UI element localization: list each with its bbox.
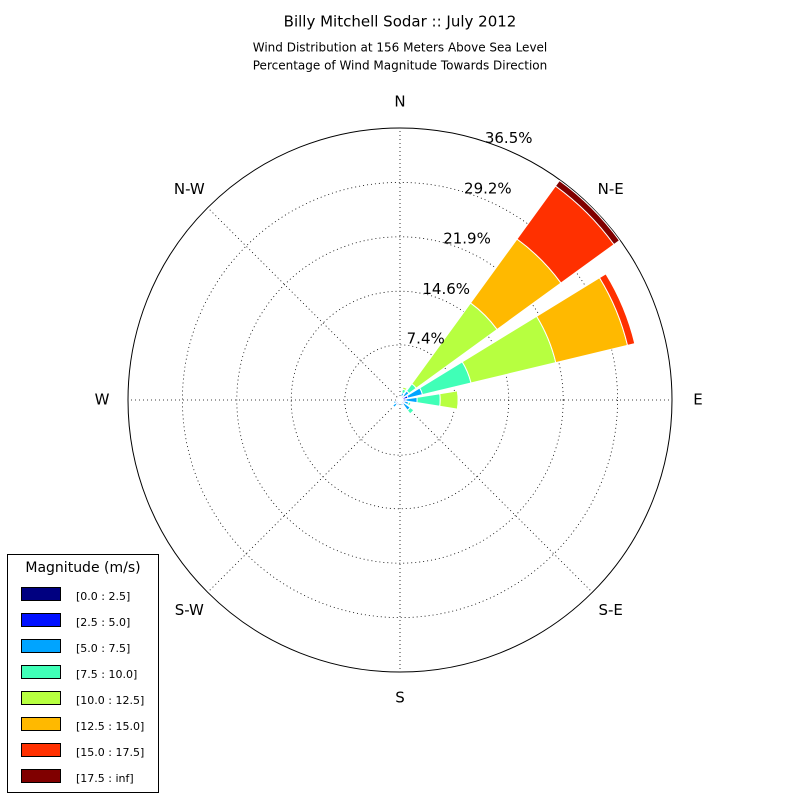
wedge xyxy=(406,406,415,415)
legend-label: [17.5 : inf] xyxy=(76,772,134,785)
legend-swatch xyxy=(21,769,61,783)
r-tick-label: 7.4% xyxy=(407,329,445,347)
legend-swatch xyxy=(21,639,61,653)
spoke xyxy=(399,399,593,593)
wedge xyxy=(406,401,412,407)
direction-label: S-W xyxy=(175,601,204,619)
legend-label: [0.0 : 2.5] xyxy=(76,590,130,603)
wedge xyxy=(392,402,398,408)
r-tick-label: 29.2% xyxy=(464,179,512,197)
direction-label: N-W xyxy=(174,180,205,198)
legend-swatch xyxy=(21,613,61,627)
r-tick-label: 14.6% xyxy=(422,280,470,298)
legend-label: [2.5 : 5.0] xyxy=(76,616,130,629)
wedge xyxy=(439,390,459,410)
chart-subtitle: Wind Distribution at 156 Meters Above Se… xyxy=(253,41,548,55)
r-tick-label: 36.5% xyxy=(485,129,533,147)
direction-label: W xyxy=(95,391,110,409)
legend-label: [12.5 : 15.0] xyxy=(76,720,144,733)
legend-label: [5.0 : 7.5] xyxy=(76,642,130,655)
wedge xyxy=(554,179,621,246)
wedge xyxy=(598,273,636,346)
grid-circle xyxy=(181,181,619,619)
outer-circle xyxy=(127,127,673,673)
legend-label: [10.0 : 12.5] xyxy=(76,694,144,707)
grid-circle xyxy=(236,236,564,564)
legend-label: [15.0 : 17.5] xyxy=(76,746,144,759)
spoke xyxy=(207,207,401,401)
legend-swatch xyxy=(21,691,61,705)
direction-label: S-E xyxy=(599,601,623,619)
direction-label: N-E xyxy=(598,180,624,198)
direction-label: E xyxy=(693,391,702,409)
direction-label: S xyxy=(395,689,405,707)
spoke xyxy=(207,399,401,593)
legend: Magnitude (m/s) [0.0 : 2.5] [2.5 : 5.0] [5… xyxy=(7,554,159,793)
legend-title: Magnitude (m/s) xyxy=(25,560,140,576)
legend-swatch xyxy=(21,665,61,679)
direction-label: N xyxy=(394,93,405,111)
chart-subtitle: Percentage of Wind Magnitude Towards Dir… xyxy=(253,59,547,73)
wedge xyxy=(400,402,404,407)
legend-label: [7.5 : 10.0] xyxy=(76,668,137,681)
wedge xyxy=(398,397,401,401)
wedge xyxy=(392,400,397,405)
plot-area: 7.4% 14.6% 21.9% 29.2% 36.5% N N-E E S-E S S-W W N-W xyxy=(95,93,703,707)
wedge xyxy=(456,390,460,410)
wedge xyxy=(402,386,408,392)
legend-swatch xyxy=(21,717,61,731)
legend-swatch xyxy=(21,587,61,601)
chart-title: Billy Mitchell Sodar :: July 2012 xyxy=(284,13,517,31)
legend-swatch xyxy=(21,743,61,757)
grid-circle xyxy=(290,290,510,510)
r-tick-label: 21.9% xyxy=(443,230,491,248)
